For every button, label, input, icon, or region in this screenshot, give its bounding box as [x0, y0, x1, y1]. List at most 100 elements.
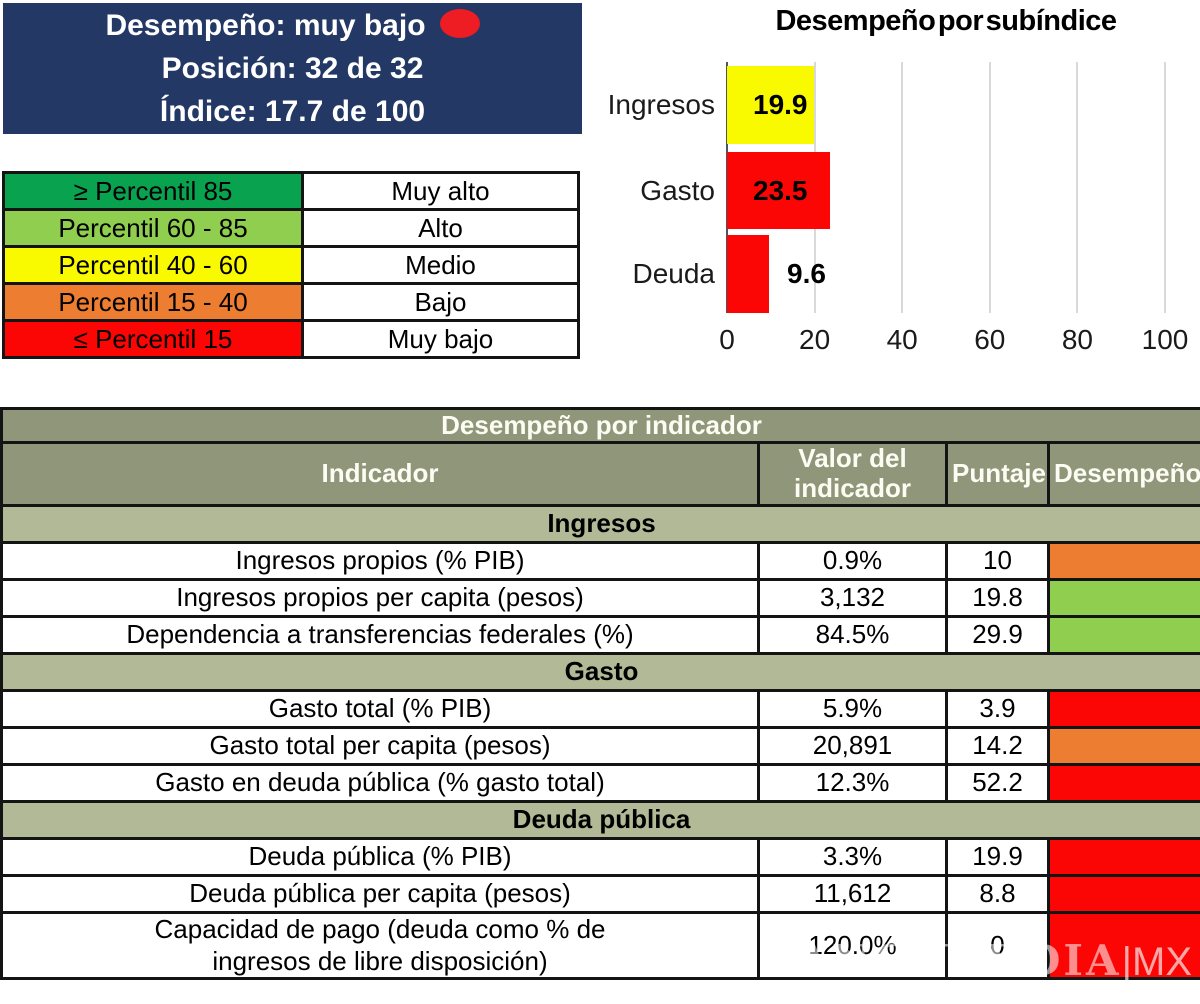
- performance-cell: [1046, 873, 1200, 914]
- bar-value-label: 9.6: [787, 258, 826, 289]
- bar-gasto: [727, 152, 830, 229]
- col-header-desempeno: Desempeño: [1046, 441, 1200, 507]
- bar-ingresos: [727, 66, 815, 144]
- indicator-label: Ingresos propios per capita (pesos): [0, 577, 760, 618]
- performance-cell: [1046, 614, 1200, 655]
- indicator-value: 20,891: [757, 725, 948, 766]
- indicator-label: Dependencia a transferencias federales (…: [0, 614, 760, 655]
- indicator-label: Gasto total per capita (pesos): [0, 725, 760, 766]
- indicator-value: 3,132: [757, 577, 948, 618]
- indicator-score: 19.8: [945, 577, 1050, 618]
- summary-performance-line: Desempeño: muy bajo: [105, 4, 480, 47]
- indicator-score: 0: [945, 910, 1050, 981]
- legend-label-bajo: Bajo: [301, 282, 580, 322]
- indicator-value: 3.3%: [757, 836, 948, 877]
- x-tick-label: 20: [799, 324, 831, 355]
- bar-value-label: 19.9: [753, 89, 808, 120]
- table-row: Gasto total (% PIB) 5.9% 3.9: [0, 688, 1200, 729]
- bar-value-label: 23.5: [753, 174, 808, 206]
- legend-row: Percentil 15 - 40 Bajo: [2, 282, 580, 322]
- table-row: Ingresos propios (% PIB) 0.9% 10: [0, 540, 1200, 581]
- watermark-text: VANGUARDIA: [763, 936, 1122, 985]
- table-title: Desempeño por indicador: [0, 407, 1200, 444]
- indicator-score: 3.9: [945, 688, 1050, 729]
- indicator-label: Gasto total (% PIB): [0, 688, 760, 729]
- performance-cell: [1046, 836, 1200, 877]
- indicator-table: Desempeño por indicador Indicador Valor …: [0, 407, 1200, 981]
- indicator-label: Ingresos propios (% PIB): [0, 540, 760, 581]
- gridline: [988, 62, 991, 313]
- indicator-value: 5.9%: [757, 688, 948, 729]
- legend-range-muy-bajo: ≤ Percentil 15: [2, 319, 304, 359]
- legend-row: ≤ Percentil 15 Muy bajo: [2, 319, 580, 359]
- legend-label-alto: Alto: [301, 208, 580, 248]
- gridline: [901, 62, 904, 313]
- category-label-deuda: Deuda: [632, 258, 715, 289]
- indicator-value: 84.5%: [757, 614, 948, 655]
- performance-cell: [1046, 910, 1200, 981]
- indicator-label: Deuda pública (% PIB): [0, 836, 760, 877]
- x-tick-label: 100: [1141, 324, 1189, 355]
- indicator-value: 120.0%: [757, 910, 948, 981]
- legend-label-muy-alto: Muy alto: [301, 171, 580, 211]
- legend-label-medio: Medio: [301, 245, 580, 285]
- status-dot-icon: [439, 9, 480, 38]
- table-row: Deuda pública per capita (pesos) 11,612 …: [0, 873, 1200, 914]
- performance-cell: [1046, 762, 1200, 803]
- table-row: Dependencia a transferencias federales (…: [0, 614, 1200, 655]
- indicator-score: 52.2: [945, 762, 1050, 803]
- indicator-value: 0.9%: [757, 540, 948, 581]
- gridline: [1164, 62, 1166, 313]
- indicator-value: 12.3%: [757, 762, 948, 803]
- table-row: Gasto en deuda pública (% gasto total) 1…: [0, 762, 1200, 803]
- indicator-score: 14.2: [945, 725, 1050, 766]
- legend-label-muy-bajo: Muy bajo: [301, 319, 580, 359]
- x-tick-label: 80: [1061, 324, 1093, 355]
- section-header-deuda-publica: Deuda pública: [0, 799, 1200, 840]
- category-label-ingresos: Ingresos: [607, 89, 715, 120]
- table-row: Capacidad de pago (deuda como % de ingre…: [0, 910, 1200, 981]
- x-tick-label: 60: [974, 324, 1006, 355]
- summary-position-line: Posición: 32 de 32: [161, 52, 424, 85]
- indicator-score: 19.9: [945, 836, 1050, 877]
- performance-cell: [1046, 725, 1200, 766]
- col-header-valor-del-indicador: Valor del indicador: [757, 441, 948, 507]
- bar-chart-plot: 0 20 40 60 80 100 19.9 Ingresos 23.5 Gasto 9.6 Deud…: [608, 62, 1188, 355]
- indicator-score: 8.8: [945, 873, 1050, 914]
- table-row: Deuda pública (% PIB) 3.3% 19.9: [0, 836, 1200, 877]
- indicator-label: Deuda pública per capita (pesos): [0, 873, 760, 914]
- watermark-suffix: |MX: [1121, 940, 1192, 984]
- performance-cell: [1046, 577, 1200, 618]
- category-label-gasto: Gasto: [640, 174, 715, 206]
- legend-row: ≥ Percentil 85 Muy alto: [2, 171, 580, 211]
- legend-range-bajo: Percentil 15 - 40: [2, 282, 304, 322]
- indicator-label: Capacidad de pago (deuda como % de ingre…: [0, 910, 760, 981]
- indicator-value: 11,612: [757, 873, 948, 914]
- indicator-score: 10: [945, 540, 1050, 581]
- x-tick-label: 0: [719, 324, 735, 355]
- watermark: VANGUARDIA|MX: [764, 936, 1192, 985]
- legend-range-alto: Percentil 60 - 85: [2, 208, 304, 248]
- legend-range-muy-alto: ≥ Percentil 85: [2, 171, 304, 211]
- table-row: Gasto total per capita (pesos) 20,891 14…: [0, 725, 1200, 766]
- chart-title: Desempeño por subíndice: [775, 5, 1117, 37]
- x-tick-label: 40: [886, 324, 918, 355]
- performance-cell: [1046, 540, 1200, 581]
- summary-box: Desempeño: muy bajo Posición: 32 de 32 Í…: [3, 3, 582, 134]
- section-header-ingresos: Ingresos: [0, 503, 1200, 544]
- indicator-label: Gasto en deuda pública (% gasto total): [0, 762, 760, 803]
- percentile-legend: ≥ Percentil 85 Muy alto Percentil 60 - 8…: [2, 171, 580, 359]
- legend-range-medio: Percentil 40 - 60: [2, 245, 304, 285]
- col-header-indicador: Indicador: [0, 441, 760, 507]
- performance-cell: [1046, 688, 1200, 729]
- col-header-puntaje: Puntaje: [945, 441, 1050, 507]
- legend-row: Percentil 60 - 85 Alto: [2, 208, 580, 248]
- gridline: [1076, 62, 1079, 313]
- legend-row: Percentil 40 - 60 Medio: [2, 245, 580, 285]
- bar-deuda: [727, 235, 770, 313]
- performance-text: Desempeño: muy bajo: [105, 9, 426, 42]
- indicator-score: 29.9: [945, 614, 1050, 655]
- summary-index-line: Índice: 17.7 de 100: [159, 95, 426, 128]
- section-header-gasto: Gasto: [0, 651, 1200, 692]
